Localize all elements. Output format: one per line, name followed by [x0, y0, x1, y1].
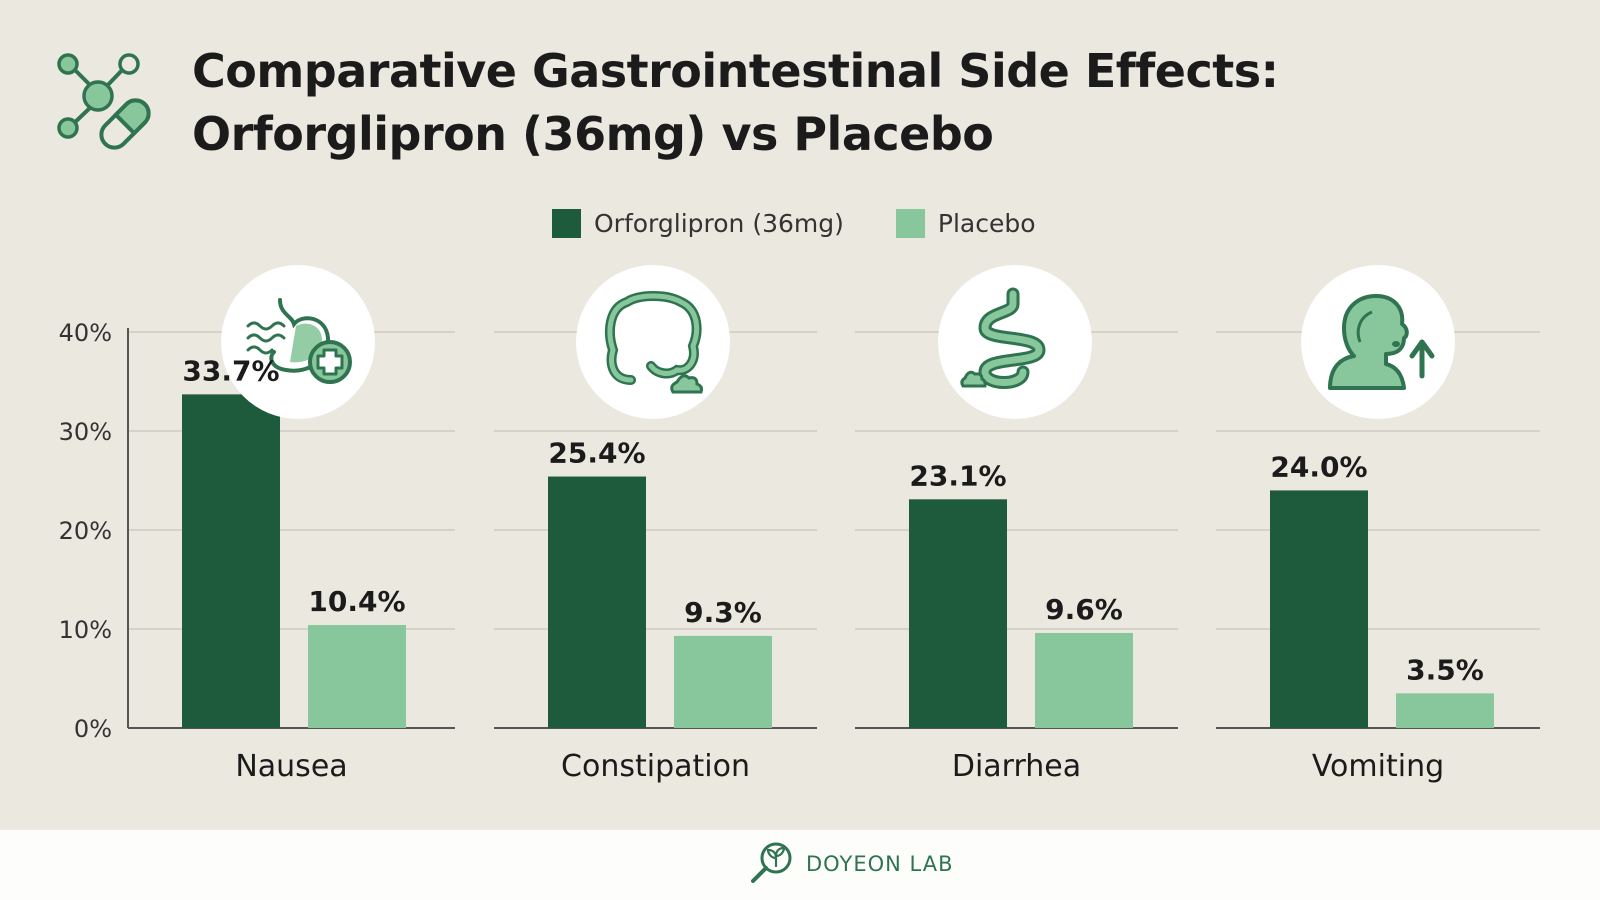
- data-label: 10.4%: [308, 585, 405, 618]
- legend: Orforglipron (36mg) Placebo: [552, 206, 1088, 240]
- person-vomiting-icon: [1301, 265, 1455, 419]
- bar-orforglipron-constipation: [548, 476, 646, 728]
- bar-orforglipron-diarrhea: [909, 499, 1007, 728]
- bar-orforglipron-vomiting: [1270, 490, 1368, 728]
- category-label: Vomiting: [1312, 749, 1444, 784]
- brand-name: DOYEON LAB: [806, 852, 954, 876]
- colon-constipation-icon: [576, 265, 730, 419]
- bar-chart: 0% 10% 20% 30% 40% 33.7% 10.4% 25.4% 9.3% 23.1% 9…: [59, 265, 1540, 784]
- chart-title: Comparative Gastrointestinal Side Effect…: [192, 40, 1279, 166]
- y-tick-label: 20%: [59, 517, 112, 545]
- legend-swatch-orforglipron: [552, 208, 581, 238]
- legend-swatch-placebo: [895, 208, 925, 238]
- y-tick-label: 30%: [59, 418, 112, 446]
- data-label: 33.7%: [182, 354, 279, 387]
- footer: DOYEON LAB: [0, 830, 1600, 900]
- data-label: 3.5%: [1406, 653, 1484, 686]
- legend-item-orforglipron: Orforglipron (36mg): [552, 208, 844, 238]
- bar-placebo-nausea: [308, 625, 406, 728]
- bar-placebo-vomiting: [1396, 693, 1494, 728]
- category-label: Diarrhea: [952, 749, 1081, 784]
- y-tick-label: 10%: [59, 616, 112, 644]
- data-label: 23.1%: [909, 459, 1006, 492]
- bar-placebo-constipation: [674, 635, 772, 728]
- intestine-diarrhea-icon: [938, 265, 1092, 419]
- legend-label-placebo: Placebo: [937, 208, 1036, 238]
- y-tick-label: 40%: [59, 319, 112, 347]
- data-label: 9.6%: [1045, 593, 1123, 626]
- y-tick-label: 0%: [74, 715, 112, 743]
- data-label: 24.0%: [1270, 450, 1367, 483]
- data-label: 9.3%: [684, 596, 762, 629]
- molecule-pill-icon: [57, 53, 151, 150]
- bar-orforglipron-nausea: [182, 394, 280, 728]
- category-label: Nausea: [235, 749, 347, 784]
- title-line-2: Orforglipron (36mg) vs Placebo: [192, 107, 994, 161]
- title-line-1: Comparative Gastrointestinal Side Effect…: [192, 44, 1279, 98]
- category-label: Constipation: [561, 749, 750, 784]
- legend-item-placebo: Placebo: [895, 208, 1036, 238]
- magnifier-sprout-icon: [751, 842, 792, 883]
- legend-label-orforglipron: Orforglipron (36mg): [594, 208, 844, 238]
- data-label: 25.4%: [548, 437, 645, 470]
- bar-placebo-diarrhea: [1035, 632, 1133, 728]
- stomach-nausea-icon: [221, 265, 375, 419]
